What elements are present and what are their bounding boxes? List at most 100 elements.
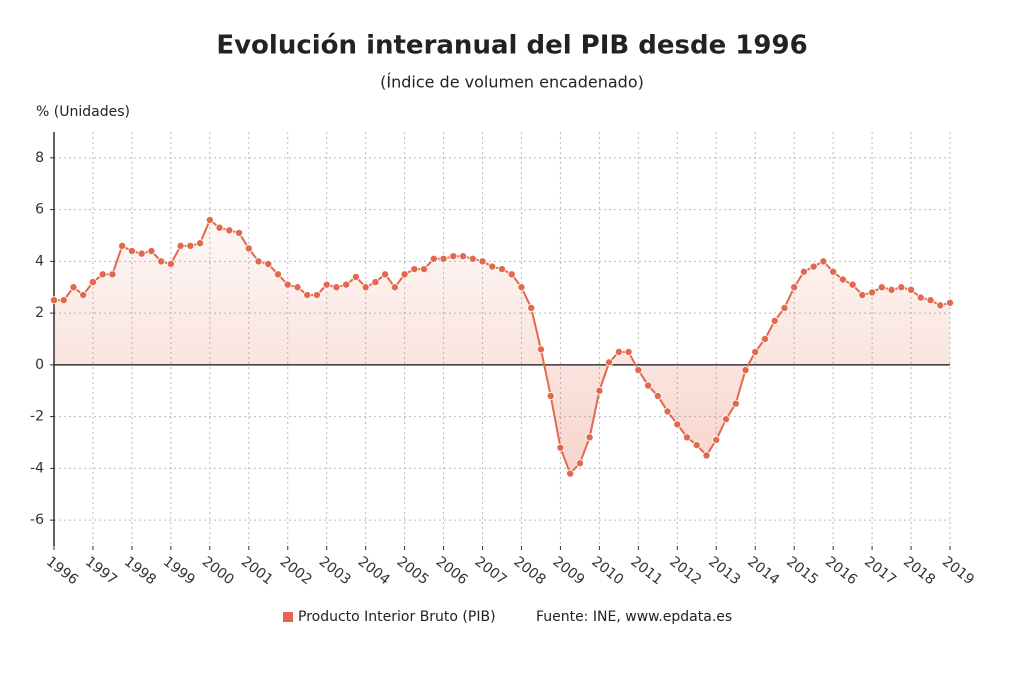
point [488, 262, 497, 271]
y-tick-label: -2 [30, 409, 44, 425]
point [887, 285, 896, 294]
y-tick-label: 6 [35, 202, 44, 218]
point [50, 296, 59, 305]
point [478, 257, 487, 266]
point [244, 244, 253, 253]
y-tick-label: -6 [30, 512, 44, 528]
point [556, 443, 565, 452]
point [69, 283, 78, 292]
point [507, 270, 516, 279]
point [215, 223, 224, 232]
point [799, 267, 808, 276]
x-tick-label: 2008 [511, 554, 549, 589]
point [254, 257, 263, 266]
point [780, 303, 789, 312]
point [332, 283, 341, 292]
point [361, 283, 370, 292]
point [868, 288, 877, 297]
point [536, 345, 545, 354]
point [98, 270, 107, 279]
point [838, 275, 847, 284]
x-tick-label: 2019 [939, 554, 977, 589]
point [439, 254, 448, 263]
x-tick-label: 2002 [277, 554, 315, 589]
point [663, 407, 672, 416]
point [468, 254, 477, 263]
point [205, 215, 214, 224]
x-tick-label: 1997 [82, 554, 120, 589]
point [605, 358, 614, 367]
point [410, 265, 419, 274]
point [127, 247, 136, 256]
point [527, 303, 536, 312]
point [907, 285, 916, 294]
point [809, 262, 818, 271]
x-tick-label: 2004 [355, 554, 393, 589]
point [517, 283, 526, 292]
x-tick-label: 2005 [394, 554, 432, 589]
point [371, 278, 380, 287]
y-tick-label: 8 [35, 150, 44, 166]
point [351, 272, 360, 281]
x-tick-label: 2012 [666, 554, 704, 589]
x-tick-label: 2006 [433, 554, 471, 589]
point [196, 239, 205, 248]
point [137, 249, 146, 258]
x-tick-label: 2013 [705, 554, 743, 589]
legend-swatch [283, 612, 293, 622]
point [916, 293, 925, 302]
point [322, 280, 331, 289]
point [829, 267, 838, 276]
point [595, 386, 604, 395]
point [760, 334, 769, 343]
point [634, 366, 643, 375]
point [273, 270, 282, 279]
chart-title: Evolución interanual del PIB desde 1996 [216, 31, 807, 61]
point [585, 433, 594, 442]
point [702, 451, 711, 460]
point [790, 283, 799, 292]
point [420, 265, 429, 274]
x-tick-label: 1998 [121, 554, 159, 589]
x-tick-label: 2018 [900, 554, 938, 589]
point [147, 247, 156, 256]
legend-label: Producto Interior Bruto (PIB) [298, 609, 496, 625]
point [926, 296, 935, 305]
point [108, 270, 117, 279]
point [722, 415, 731, 424]
point [283, 280, 292, 289]
x-tick-label: 2015 [783, 554, 821, 589]
point [644, 381, 653, 390]
point [683, 433, 692, 442]
point [381, 270, 390, 279]
point [79, 291, 88, 300]
point [312, 291, 321, 300]
point [186, 241, 195, 250]
area [54, 219, 950, 474]
y-axis-label: % (Unidades) [36, 104, 130, 120]
point [157, 257, 166, 266]
x-tick-label: 1996 [43, 554, 81, 589]
point [770, 316, 779, 325]
x-tick-label: 2011 [627, 554, 665, 589]
point [303, 291, 312, 300]
point [429, 254, 438, 263]
x-tick-label: 2003 [316, 554, 354, 589]
y-tick-label: 2 [35, 305, 44, 321]
x-tick-label: 2016 [822, 554, 860, 589]
point [936, 301, 945, 310]
point [459, 252, 468, 261]
x-tick-label: 1999 [160, 554, 198, 589]
point [566, 469, 575, 478]
point [166, 259, 175, 268]
point [264, 259, 273, 268]
x-tick-label: 2010 [588, 554, 626, 589]
point [400, 270, 409, 279]
point [741, 366, 750, 375]
source: Fuente: INE, www.epdata.es [536, 609, 732, 625]
point [692, 441, 701, 450]
point [225, 226, 234, 235]
point [624, 347, 633, 356]
point [342, 280, 351, 289]
